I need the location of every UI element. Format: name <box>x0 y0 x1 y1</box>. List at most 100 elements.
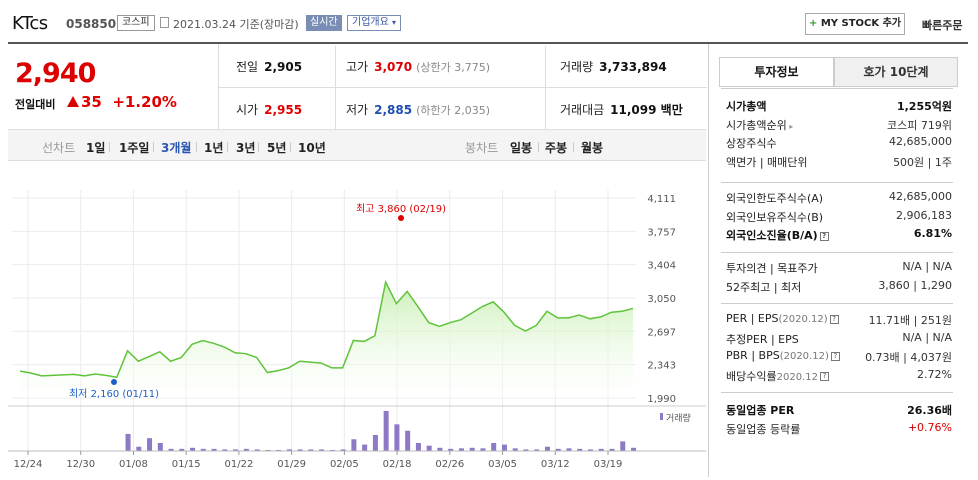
help-icon[interactable]: ? <box>829 314 839 324</box>
tab-3year[interactable]: 3년 <box>236 141 256 155</box>
divider <box>219 87 707 88</box>
divider <box>218 44 219 129</box>
caret-right-icon[interactable]: ▸ <box>786 121 794 131</box>
volume-bar <box>179 448 185 451</box>
tab-orderbook-10[interactable]: 호가 10단계 <box>834 57 958 87</box>
info-value: N/A | N/A <box>902 330 952 344</box>
header-divider <box>8 42 968 44</box>
volume-bar <box>544 446 550 451</box>
volume-bar <box>265 449 271 451</box>
y-tick-label: 3,757 <box>647 227 676 238</box>
chevron-down-icon: ▾ <box>392 18 397 27</box>
volume-bar <box>587 449 593 451</box>
tab-separator <box>573 142 574 152</box>
x-tick-label: 01/22 <box>224 459 253 470</box>
info-row: 시가총액 1,255억원 <box>726 98 952 114</box>
info-value: 6.81% <box>913 227 952 240</box>
change-label: 전일대비 <box>15 98 56 111</box>
info-row: 추정PER | EPS N/A | N/A <box>726 331 952 347</box>
x-tick-label: 01/15 <box>172 459 201 470</box>
y-tick-label: 1,990 <box>647 394 676 405</box>
market-tag: 코스피 <box>117 15 155 31</box>
volume-legend-swatch <box>660 413 663 420</box>
volume-bar <box>405 430 411 451</box>
tab-invest-info[interactable]: 투자정보 <box>719 57 834 87</box>
candle-chart-label: 봉차트 <box>465 141 499 155</box>
info-label: 외국인소진율(B/A)? <box>726 227 829 243</box>
x-tick-label: 01/29 <box>277 459 306 470</box>
volume-bar <box>157 443 163 451</box>
info-value: 42,685,000 <box>889 190 952 203</box>
y-tick-label: 2,697 <box>647 327 676 338</box>
tab-1day[interactable]: 1일 <box>86 141 106 155</box>
info-label: 시가총액순위 ▸ <box>726 118 794 132</box>
info-value: 11.71배 | 251원 <box>868 314 952 327</box>
tab-5year[interactable]: 5년 <box>267 141 287 155</box>
info-row: 동일업종 등락률 +0.76% <box>726 421 952 437</box>
volume-bar <box>415 443 421 451</box>
volume-bar <box>211 448 217 451</box>
volume-bar <box>329 449 335 451</box>
section-divider <box>721 392 953 393</box>
tab-weekly[interactable]: 주봉 <box>545 141 568 155</box>
stat-high: 고가 3,070 (상한가 3,775) <box>346 60 490 74</box>
x-tick-label: 12/24 <box>14 459 43 470</box>
volume-bar <box>469 447 475 451</box>
volume-bar <box>437 447 443 451</box>
panel-divider <box>708 44 709 477</box>
info-label: 상장주식수 <box>726 137 777 150</box>
min-label: 최저 2,160 (01/11) <box>69 388 159 400</box>
tab-separator <box>109 142 110 152</box>
price-area-fill <box>20 282 633 398</box>
stock-title: KTcs <box>12 13 48 34</box>
tab-monthly[interactable]: 월봉 <box>581 141 604 155</box>
quick-order-link[interactable]: 빠른주문 <box>922 19 963 32</box>
corp-info-dropdown[interactable]: 기업개요 ▾ <box>347 15 402 31</box>
my-stock-add-button[interactable]: + MY STOCK 추가 <box>805 13 905 35</box>
tab-3month[interactable]: 3개월 <box>161 141 192 155</box>
info-value: 1,255억원 <box>896 100 952 113</box>
tab-separator <box>196 142 197 152</box>
volume-bar <box>254 449 260 451</box>
current-price: 2,940 <box>15 58 96 89</box>
volume-bar <box>394 424 400 451</box>
price-line <box>19 279 634 379</box>
line-chart-label: 선차트 <box>42 141 76 155</box>
info-value: N/A | N/A <box>902 260 952 273</box>
tab-separator <box>227 142 228 152</box>
volume-bar <box>448 448 454 451</box>
stat-amount: 거래대금 11,099 백만 <box>560 103 683 117</box>
volume-bar <box>233 449 239 451</box>
x-tick-label: 02/18 <box>383 459 412 470</box>
realtime-button[interactable]: 실시간 <box>306 15 342 31</box>
info-row: 동일업종 PER 26.36배 <box>726 402 952 418</box>
help-icon[interactable]: ? <box>830 351 840 361</box>
tab-1year[interactable]: 1년 <box>204 141 224 155</box>
volume-bar <box>308 449 314 451</box>
price-chart: 4,111 3,757 3,404 3,050 2,697 2,343 1,990 최고 3,… <box>8 161 706 477</box>
x-tick-label: 03/12 <box>541 459 570 470</box>
info-value: 26.36배 <box>907 404 952 417</box>
current-price-box: 2,940 전일대비 35 +1.20% <box>8 44 218 126</box>
volume-bar <box>372 435 378 451</box>
tab-1week[interactable]: 1주일 <box>119 141 150 155</box>
volume-bar <box>577 448 583 451</box>
tab-separator <box>290 142 291 152</box>
volume-bar <box>243 448 249 451</box>
stat-volume: 거래량 3,733,894 <box>560 60 667 74</box>
volume-bar <box>351 439 357 451</box>
volume-bar <box>501 444 507 451</box>
volume-bar <box>631 447 636 451</box>
info-label: 추정PER | EPS <box>726 332 799 346</box>
info-value: 3,860 | 1,290 <box>878 278 952 292</box>
volume-bar <box>609 448 615 451</box>
divider <box>545 46 546 131</box>
plus-icon: + <box>808 18 818 29</box>
x-tick-label: 03/05 <box>488 459 517 470</box>
y-tick-label: 3,050 <box>647 294 676 305</box>
help-icon[interactable]: ? <box>819 372 829 381</box>
help-icon[interactable]: ? <box>819 231 829 241</box>
tab-10year[interactable]: 10년 <box>298 141 326 155</box>
tab-daily[interactable]: 일봉 <box>510 141 533 155</box>
volume-legend-label: 거래량 <box>666 412 691 424</box>
